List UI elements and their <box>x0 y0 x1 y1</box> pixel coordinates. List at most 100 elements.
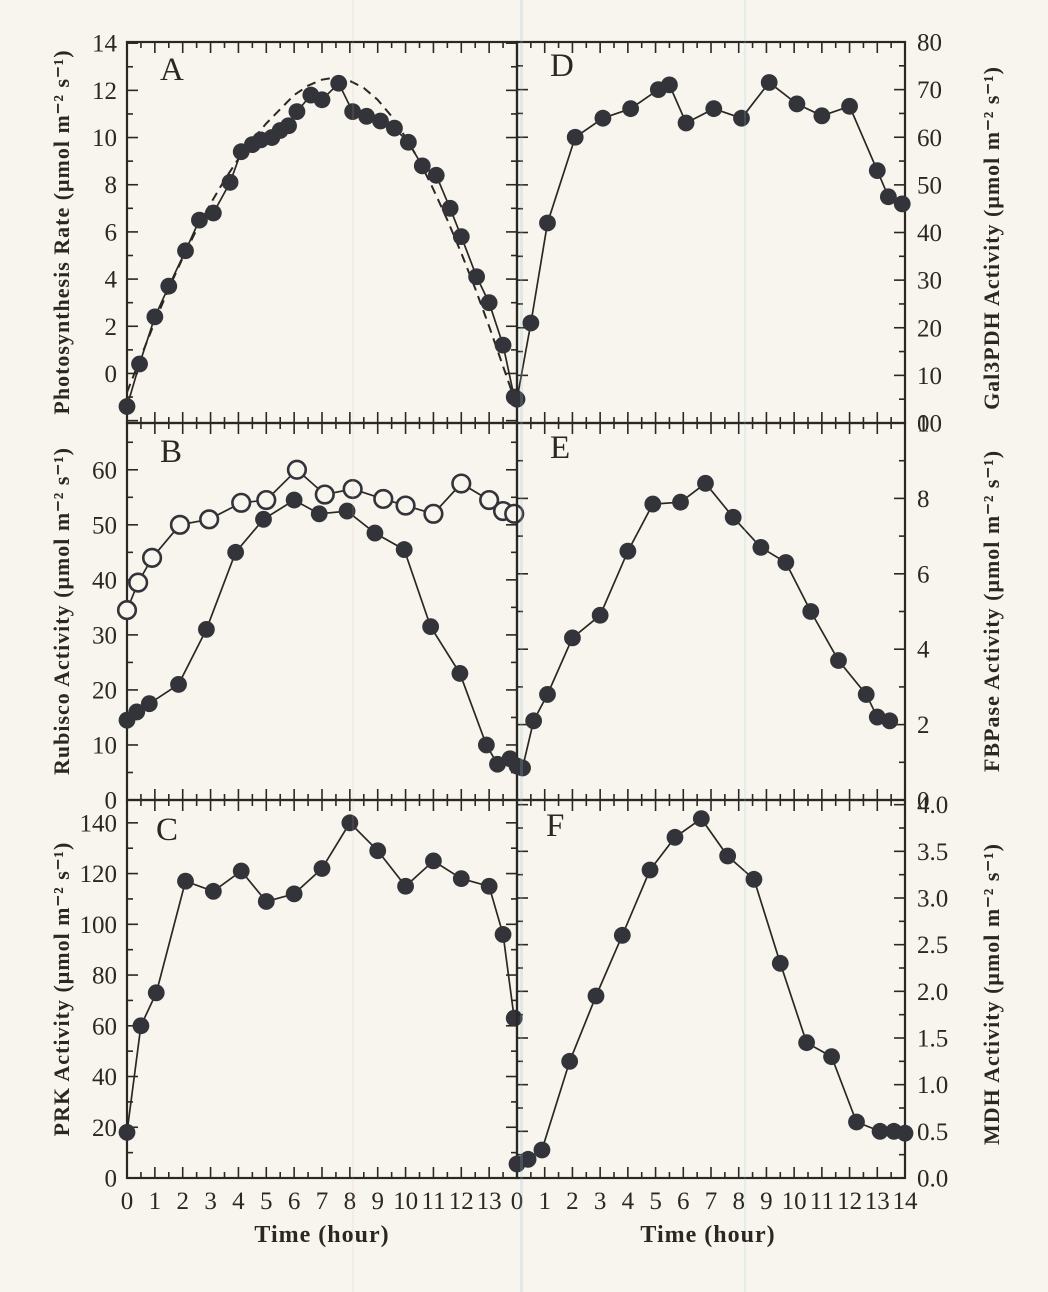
data-point-filled <box>777 554 795 571</box>
y-tick-label: 10 <box>92 732 117 759</box>
y-tick-label: 30 <box>92 622 117 649</box>
data-point-filled <box>480 294 498 312</box>
y-axis-title-prk: PRK Activity (μmol m⁻² s⁻¹) <box>49 841 74 1137</box>
data-point-filled <box>369 842 387 860</box>
data-point-filled <box>666 828 684 846</box>
data-point-filled <box>539 214 556 232</box>
y-tick-label: 8 <box>917 486 930 513</box>
data-point-filled <box>177 242 194 260</box>
data-point-filled <box>288 103 306 120</box>
y-tick-label: 40 <box>92 567 117 594</box>
data-point-filled <box>868 162 886 179</box>
x-tick-label: 3 <box>204 1188 217 1215</box>
series-gal3pdh-activity <box>516 81 903 400</box>
data-point-filled <box>131 355 148 373</box>
panel-C-frame <box>125 798 519 1180</box>
data-point-filled <box>830 652 847 669</box>
x-tick-label: 11 <box>810 1188 834 1215</box>
x-tick-label: 8 <box>344 1188 357 1215</box>
y-tick-label: 0.0 <box>917 1166 948 1193</box>
data-point-filled <box>705 100 723 118</box>
data-point-filled <box>893 195 911 213</box>
panel-letter-a: A <box>160 52 184 88</box>
data-point-open <box>373 488 394 510</box>
x-tick-label: 7 <box>705 1188 718 1215</box>
data-point-filled <box>798 1034 816 1052</box>
x-tick-label: 11 <box>421 1188 445 1215</box>
panel-A-plot: 0 2 4 6 8 10 12 14 <box>92 31 523 425</box>
y-tick-label: 0 <box>105 788 118 815</box>
data-point-filled <box>745 870 763 888</box>
x-tick-label: 4 <box>622 1188 635 1215</box>
data-point-filled <box>372 112 389 130</box>
y-tick-label: 6 <box>105 219 118 246</box>
data-point-filled <box>397 877 414 895</box>
data-point-filled <box>802 603 820 620</box>
data-point-filled <box>257 893 275 910</box>
panel-F-frame <box>515 798 907 1180</box>
y-tick-label: 0 <box>105 361 118 388</box>
y-tick-label: 2 <box>105 314 118 341</box>
data-point-filled <box>677 114 695 132</box>
data-point-filled <box>147 984 165 1002</box>
data-point-filled <box>204 204 222 222</box>
x-tick-label: 6 <box>677 1188 690 1215</box>
y-tick-label: 140 <box>80 810 118 837</box>
data-point-filled <box>564 629 581 647</box>
y-axis-title-photosynthesis: Photosynthesis Rate (μmol m⁻² s⁻¹) <box>49 49 74 415</box>
data-point-filled <box>619 542 637 560</box>
data-point-filled <box>358 107 375 125</box>
data-point-filled <box>505 1009 523 1027</box>
x-tick-label: 10 <box>393 1188 418 1215</box>
data-point-filled <box>221 173 239 191</box>
y-tick-label: 120 <box>80 861 118 888</box>
y-tick-label: 50 <box>917 172 942 199</box>
data-point-filled <box>344 103 362 120</box>
data-point-filled <box>452 228 470 246</box>
y-tick-label: 70 <box>917 77 942 104</box>
y-axis-title-rubisco: Rubisco Activity (μmol m⁻² s⁻¹) <box>49 447 74 775</box>
data-point-filled <box>191 211 208 229</box>
x-tick-label: 13 <box>477 1188 502 1215</box>
data-point-open <box>395 495 416 516</box>
x-tick-label: 10 <box>782 1188 807 1215</box>
data-point-open <box>342 478 363 500</box>
data-point-filled <box>232 862 250 880</box>
y-tick-label: 80 <box>917 30 942 57</box>
data-point-filled <box>204 882 222 900</box>
data-point-filled <box>644 495 662 513</box>
y-tick-label: 40 <box>917 220 942 247</box>
data-point-filled <box>480 877 498 895</box>
data-point-filled <box>672 493 689 511</box>
data-point-filled <box>255 510 272 528</box>
x-tick-label: 12 <box>449 1188 474 1215</box>
y-tick-label: 20 <box>92 677 117 704</box>
y-tick-label: 30 <box>917 268 942 295</box>
y-tick-label: 3.0 <box>917 886 948 913</box>
data-point-filled <box>561 1052 579 1070</box>
data-point-filled <box>427 166 445 184</box>
data-point-filled <box>533 1141 551 1159</box>
data-point-filled <box>477 736 495 754</box>
x-axis-title-left: Time (hour) <box>254 1222 390 1248</box>
data-point-filled <box>338 502 356 520</box>
data-point-open <box>504 503 525 524</box>
data-point-filled <box>539 686 556 703</box>
data-point-filled <box>227 543 245 561</box>
data-point-filled <box>752 539 770 556</box>
x-tick-label: 13 <box>865 1188 890 1215</box>
panel-letter-b: B <box>160 434 183 470</box>
data-point-filled <box>622 100 640 118</box>
y-tick-label: 8 <box>105 172 118 199</box>
y-axis-title-mdh: MDH Activity (μmol m⁻² s⁻¹) <box>979 843 1004 1145</box>
y-axis-title-gal3pdh: Gal3PDH Activity (μmol m⁻² s⁻¹) <box>979 66 1004 410</box>
series-mdh-activity <box>516 817 906 1165</box>
data-point-filled <box>395 541 413 558</box>
y-tick-label: 10 <box>917 411 942 438</box>
data-point-open <box>451 473 472 494</box>
x-tick-label: 0 <box>121 1188 134 1215</box>
panel-E-plot: 0 2 4 6 8 10 <box>508 411 942 815</box>
y-tick-label: 60 <box>92 457 117 484</box>
x-tick-label: 9 <box>371 1188 384 1215</box>
